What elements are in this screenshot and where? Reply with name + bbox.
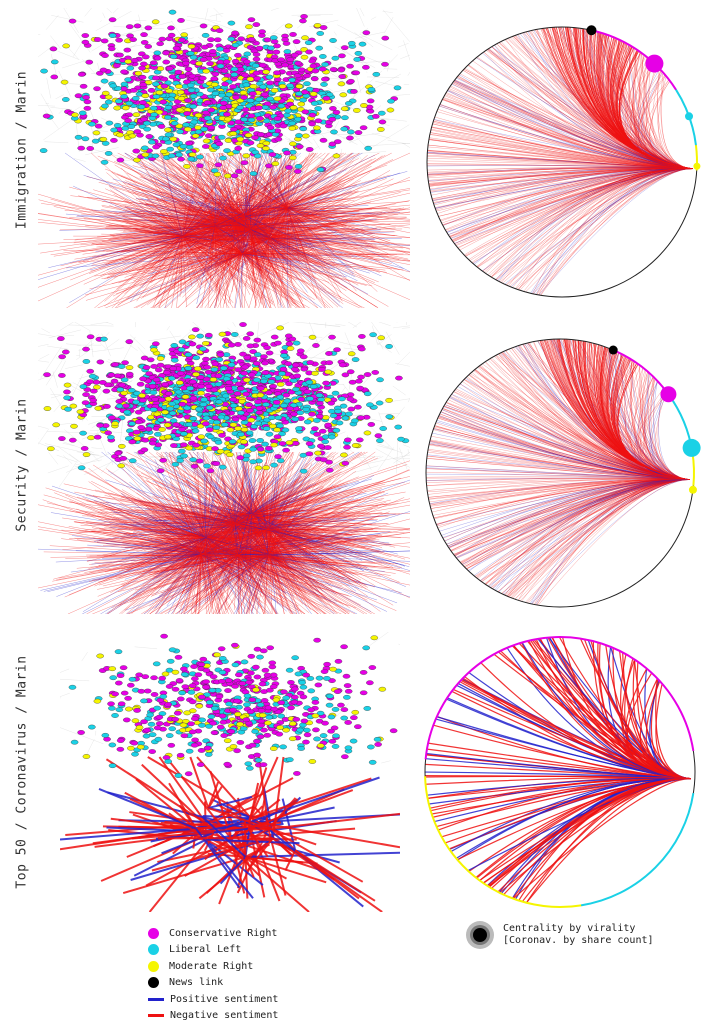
panel-label-security: Security / Marin bbox=[15, 398, 30, 531]
edge-layer bbox=[60, 632, 400, 912]
legend: Conservative Right Liberal Left Moderate… bbox=[148, 925, 278, 1024]
node-layer bbox=[69, 634, 397, 778]
panel-label-coronavirus: Top 50 / Coronavirus / Marin bbox=[15, 655, 30, 888]
network-graph-immigration bbox=[38, 8, 410, 308]
network-graph-security bbox=[38, 322, 410, 614]
chord-diagram-coronavirus bbox=[420, 632, 708, 912]
legend-label: Conservative Right bbox=[169, 928, 277, 939]
centrality-note: Centrality by virality [Coronav. by shar… bbox=[465, 920, 654, 950]
legend-label: News link bbox=[169, 977, 223, 988]
legend-label: Negative sentiment bbox=[170, 1010, 278, 1021]
legend-item-news: News link bbox=[148, 975, 278, 992]
chord-diagram-security bbox=[420, 335, 708, 610]
legend-item-conservative: Conservative Right bbox=[148, 925, 278, 942]
legend-item-negative: Negative sentiment bbox=[148, 1008, 278, 1024]
centrality-line-1: Centrality by virality bbox=[503, 923, 654, 935]
legend-label: Moderate Right bbox=[169, 961, 253, 972]
network-graph-coronavirus bbox=[60, 632, 400, 912]
news-link-marker bbox=[148, 977, 159, 988]
chord-links bbox=[426, 339, 690, 605]
legend-item-positive: Positive sentiment bbox=[148, 991, 278, 1008]
chord-diagram-immigration bbox=[420, 20, 708, 298]
legend-label: Liberal Left bbox=[169, 944, 241, 955]
positive-sentiment-marker bbox=[148, 998, 164, 1001]
legend-label: Positive sentiment bbox=[170, 994, 278, 1005]
centrality-icon bbox=[465, 920, 495, 950]
legend-item-liberal: Liberal Left bbox=[148, 942, 278, 959]
legend-item-moderate: Moderate Right bbox=[148, 958, 278, 975]
centrality-line-2: [Coronav. by share count] bbox=[503, 935, 654, 947]
liberal-left-marker bbox=[148, 944, 159, 955]
conservative-right-marker bbox=[148, 928, 159, 939]
moderate-right-marker bbox=[148, 961, 159, 972]
panel-label-immigration: Immigration / Marin bbox=[15, 71, 30, 229]
